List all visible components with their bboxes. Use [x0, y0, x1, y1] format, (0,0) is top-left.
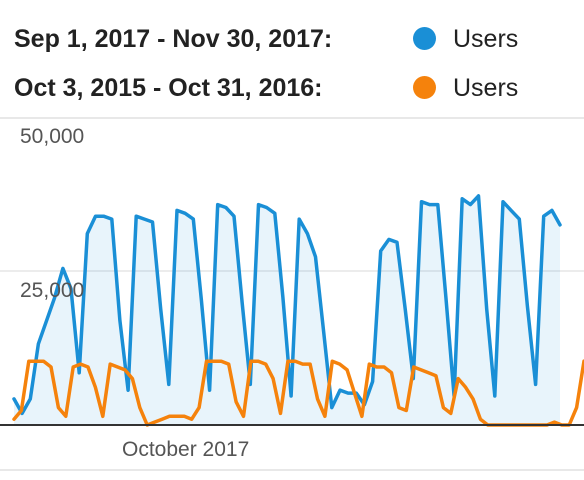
- legend-row-current: Sep 1, 2017 - Nov 30, 2017:: [14, 24, 332, 54]
- legend-row-previous: Oct 3, 2015 - Oct 31, 2016:: [14, 73, 323, 103]
- legend-dot-previous-icon: [413, 76, 436, 99]
- x-tick-label: October 2017: [122, 438, 249, 461]
- legend-series-current: Users: [453, 25, 519, 53]
- y-tick-label-mid: 25,000: [20, 279, 84, 302]
- series-line-0: [12, 194, 562, 416]
- series-area-0: [14, 195, 560, 425]
- series-layer: [12, 194, 584, 427]
- y-tick-label-top: 50,000: [20, 125, 84, 148]
- legend-series-previous: Users: [453, 74, 519, 102]
- legend-range-current: Sep 1, 2017 - Nov 30, 2017:: [14, 24, 333, 53]
- legend-range-previous: Oct 3, 2015 - Oct 31, 2016:: [14, 73, 323, 102]
- legend-dot-current-icon: [413, 27, 436, 50]
